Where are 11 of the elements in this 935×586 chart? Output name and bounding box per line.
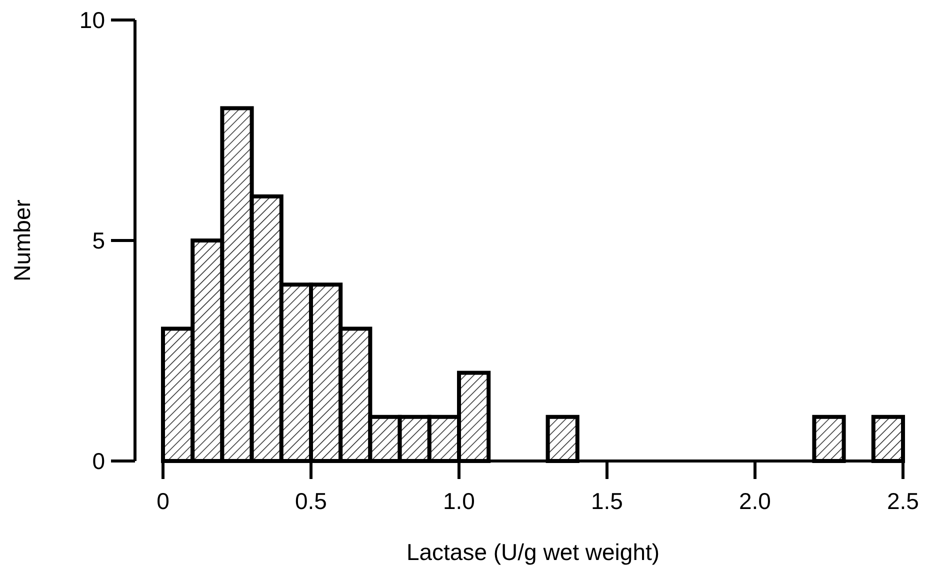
x-tick-label: 0.5 [295, 488, 327, 514]
y-tick-label: 5 [92, 228, 105, 254]
x-tick-label: 0 [156, 488, 170, 514]
x-tick-label: 1.0 [443, 488, 475, 514]
y-axis-title: Number [9, 199, 35, 282]
y-tick-label: 0 [92, 448, 105, 474]
x-axis-title: Lactase (U/g wet weight) [406, 539, 660, 565]
x-tick-label: 1.5 [591, 488, 623, 514]
y-tick-label: 10 [79, 7, 105, 34]
x-tick-label: 2.5 [887, 488, 919, 514]
x-tick-label: 2.0 [739, 488, 771, 514]
